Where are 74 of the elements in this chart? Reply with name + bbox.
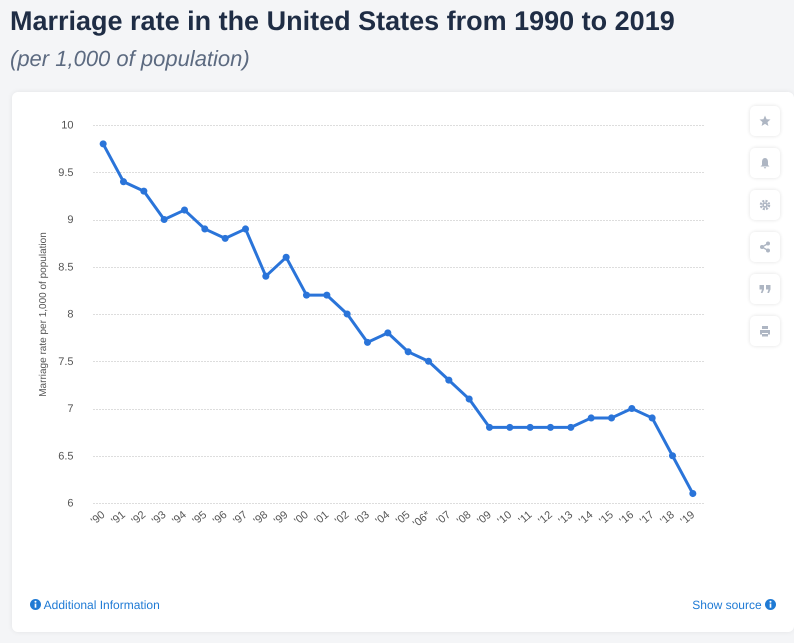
point: [546, 424, 554, 431]
y-tick-label: 7: [67, 403, 74, 415]
x-tick-label: '97: [231, 508, 250, 528]
x-tick-label: '05: [394, 508, 413, 528]
point: [140, 188, 148, 195]
point: [120, 178, 128, 186]
point: [384, 329, 392, 336]
x-tick-label: '90: [88, 508, 108, 528]
x-tick-label: '10: [495, 508, 514, 528]
chart-subtitle: (per 1,000 of population): [10, 46, 250, 72]
y-tick-label: 9.5: [58, 166, 74, 179]
point: [344, 310, 351, 318]
y-tick-label: 10: [61, 120, 74, 132]
point: [262, 272, 270, 280]
x-tick-label: '91: [109, 508, 128, 528]
y-axis-title: Marriage rate per 1,000 of population: [38, 232, 50, 397]
x-tick-label: '18: [658, 508, 677, 528]
point: [466, 396, 473, 403]
x-tick-label: '94: [170, 508, 189, 528]
x-tick-label: '04: [373, 508, 392, 528]
x-tick-label: '16: [617, 508, 636, 528]
x-tick-label: '93: [150, 508, 169, 528]
chart-title: Marriage rate in the United States from 1990 to 2019: [10, 6, 675, 37]
x-tick-label: '07: [434, 508, 454, 528]
y-tick-label: 8.5: [58, 261, 74, 274]
point: [180, 206, 188, 214]
x-tick-label: '09: [475, 508, 494, 528]
point: [424, 358, 432, 365]
point: [404, 348, 412, 356]
point: [689, 490, 696, 498]
point: [506, 424, 514, 431]
point: [242, 225, 250, 232]
point: [628, 404, 636, 412]
point: [222, 234, 229, 242]
point: [364, 338, 372, 346]
x-tick-label: '02: [332, 508, 352, 528]
x-tick-label: '17: [638, 508, 657, 528]
point: [486, 424, 494, 431]
point: [608, 414, 616, 422]
y-tick-label: 9: [67, 214, 74, 226]
x-tick-label: '19: [678, 508, 698, 528]
x-tick-label: '92: [129, 508, 148, 528]
point: [445, 376, 452, 384]
x-tick-label: '15: [597, 508, 616, 528]
y-tick-label: 7.5: [58, 356, 74, 368]
x-tick-label: '11: [516, 508, 535, 527]
point: [588, 414, 595, 422]
point: [160, 216, 168, 224]
point: [302, 292, 310, 299]
point: [648, 414, 656, 422]
point: [323, 292, 330, 299]
x-tick-label: '95: [190, 508, 210, 528]
text: Additional Information: [44, 598, 160, 612]
x-tick-label: '08: [454, 508, 474, 528]
x-tick-label: '13: [556, 508, 576, 528]
x-tick-label: '01: [312, 508, 332, 528]
y-tick-label: 8: [67, 308, 74, 320]
x-tick-label: '06*: [410, 508, 434, 530]
x-tick-label: '03: [353, 508, 372, 528]
x-tick-label: '96: [210, 508, 230, 528]
y-tick-label: 6: [67, 498, 74, 510]
x-tick-label: '14: [576, 508, 596, 528]
y-tick-label: 6.5: [58, 450, 74, 462]
point: [567, 424, 574, 431]
x-tick-label: '98: [251, 508, 270, 528]
x-tick-label: '99: [272, 508, 291, 528]
point: [282, 254, 290, 261]
point: [526, 424, 534, 431]
point: [668, 452, 676, 460]
point: [201, 225, 208, 232]
x-tick-label: '12: [536, 508, 555, 528]
x-tick-label: '00: [292, 508, 311, 528]
text: Show source: [692, 598, 762, 612]
point: [100, 140, 107, 148]
